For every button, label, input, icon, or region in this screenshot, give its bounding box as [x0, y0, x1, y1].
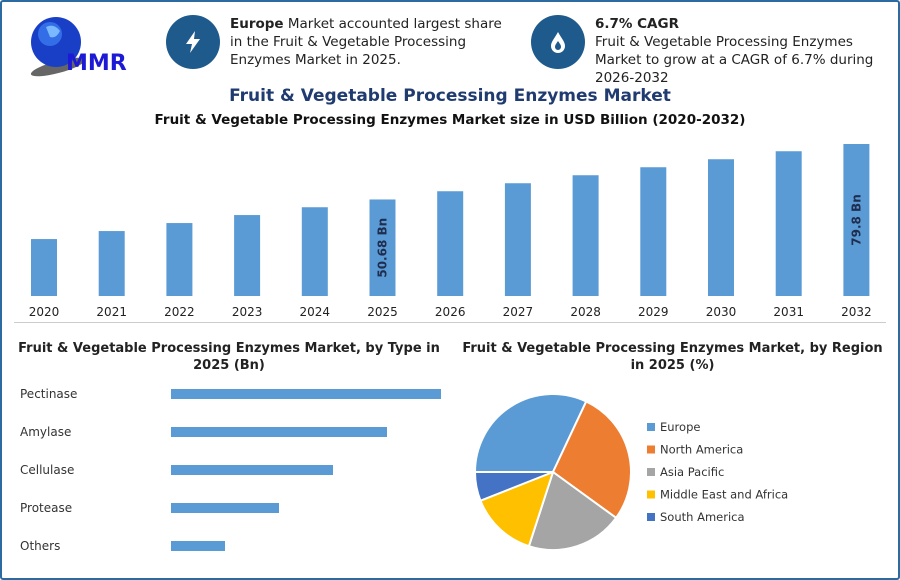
- bar-others: [171, 541, 225, 551]
- category-label: Others: [20, 539, 60, 553]
- bar-chart-subtitle: Fruit & Vegetable Processing Enzymes Mar…: [154, 112, 746, 128]
- bar-protease: [171, 503, 279, 513]
- bar-pectinase: [171, 389, 441, 399]
- bar-2026: [437, 191, 464, 296]
- legend-swatch: [647, 423, 655, 431]
- bar-2032: [843, 144, 870, 296]
- x-tick-label: 2021: [96, 305, 127, 319]
- region-chart-title: Fruit & Vegetable Processing Enzymes Mar…: [462, 341, 883, 373]
- category-label: Cellulase: [20, 463, 74, 477]
- legend-swatch: [647, 513, 655, 521]
- category-label: Protease: [20, 501, 72, 515]
- type-bar-chart: Pectinase Amylase Cellulase Protease Others: [20, 387, 441, 553]
- pie-slice-asia-pacific: [527, 470, 618, 551]
- x-tick-label: 2025: [367, 305, 398, 319]
- x-tick-label: 2020: [29, 305, 60, 319]
- bar-cellulase: [171, 465, 333, 475]
- data-label: 50.68 Bn: [376, 218, 390, 278]
- bar-2028: [572, 175, 599, 296]
- main-title: Fruit & Vegetable Processing Enzymes Mar…: [229, 86, 671, 106]
- region-pie-chart: Europe North America Asia Pacific Middle Ea…: [473, 393, 788, 551]
- drop-icon: [531, 15, 585, 69]
- x-tick-label: 2032: [841, 305, 872, 319]
- x-tick-label: 2022: [164, 305, 195, 319]
- lightning-icon: [166, 15, 220, 69]
- x-tick-label: 2024: [300, 305, 331, 319]
- legend-swatch: [647, 490, 655, 499]
- bar-2029: [640, 167, 667, 296]
- category-label: Amylase: [20, 425, 71, 439]
- bar-2020: [31, 239, 57, 296]
- legend-label: Middle East and Africa: [660, 488, 788, 502]
- bar-2021: [98, 231, 125, 296]
- pie-slice-europe: [473, 393, 588, 473]
- divider: [14, 322, 886, 323]
- bar-2031: [775, 151, 802, 296]
- legend-swatch: [647, 445, 655, 454]
- pie-slice-north-america: [551, 400, 632, 520]
- bar-2030: [708, 159, 734, 296]
- bar-2023: [234, 215, 261, 296]
- legend-label: North America: [660, 443, 743, 457]
- type-chart-title: Fruit & Vegetable Processing Enzymes Mar…: [18, 341, 440, 373]
- x-tick-label: 2028: [570, 305, 601, 319]
- x-tick-label: 2023: [232, 305, 263, 319]
- bar-2025: [369, 199, 396, 296]
- x-tick-label: 2030: [706, 305, 737, 319]
- x-tick-label: 2027: [503, 305, 534, 319]
- x-tick-label: 2031: [773, 305, 804, 319]
- legend-label: Europe: [660, 420, 700, 434]
- x-tick-label: 2029: [638, 305, 669, 319]
- x-tick-label: 2026: [435, 305, 466, 319]
- logo-text: MMR: [66, 51, 127, 76]
- legend-swatch: [647, 468, 655, 476]
- pie-slice-south-america: [473, 471, 554, 503]
- bar-2024: [301, 207, 328, 296]
- legend-label: South America: [660, 510, 745, 524]
- bar-amylase: [171, 427, 387, 437]
- category-label: Pectinase: [20, 387, 77, 401]
- market-size-bar-chart: 2020 2021 2022 2023 2024 2025 50.68 Bn 2026 2027…: [29, 144, 872, 319]
- legend-label: Asia Pacific: [660, 465, 724, 479]
- data-label: 79.8 Bn: [849, 194, 863, 245]
- info-europe: Europe Market accounted largest share in…: [166, 15, 516, 69]
- mmr-logo: MMR: [30, 17, 127, 77]
- pie-slice-middle-east-and-africa: [479, 470, 555, 548]
- info-cagr: 6.7% CAGR Fruit & Vegetable Processing En…: [531, 15, 886, 87]
- bar-2027: [504, 183, 531, 296]
- bar-2022: [166, 223, 193, 296]
